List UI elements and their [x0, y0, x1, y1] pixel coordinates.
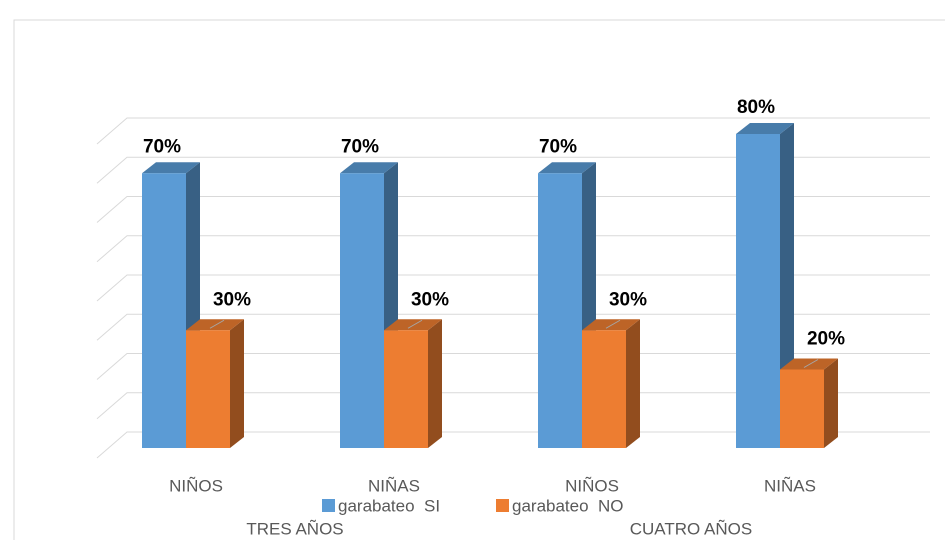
- bar-top: [186, 319, 244, 331]
- grid-line: [96, 353, 930, 380]
- grid-line: [96, 392, 930, 420]
- bar-side: [824, 358, 838, 448]
- leader-line: [605, 319, 621, 329]
- bar: [736, 134, 780, 448]
- grid-line: [96, 313, 930, 341]
- leader-line: [209, 319, 225, 329]
- grid-line: [96, 274, 930, 302]
- value-label: 70%: [539, 136, 577, 157]
- grid-line: [96, 196, 930, 223]
- value-label: 70%: [143, 136, 181, 157]
- bar-top: [384, 319, 442, 331]
- legend-swatch: [496, 499, 509, 512]
- bar: [340, 173, 384, 448]
- legend-swatch: [322, 499, 335, 512]
- value-label: 30%: [411, 289, 449, 310]
- grid-line: [96, 235, 930, 263]
- bar-side: [230, 319, 244, 448]
- value-label: 30%: [609, 289, 647, 310]
- group-label: TRES AÑOS: [246, 519, 343, 538]
- legend-label: garabateo SI: [338, 496, 440, 515]
- bar-top: [736, 123, 794, 134]
- value-label: 30%: [213, 289, 251, 310]
- bar-top: [582, 319, 640, 331]
- bar-side: [626, 319, 640, 448]
- bar-top: [142, 162, 200, 174]
- value-label: 70%: [341, 136, 379, 157]
- legend-label: garabateo NO: [512, 496, 624, 515]
- bar: [780, 369, 824, 448]
- bar-top: [340, 162, 398, 174]
- value-label: 80%: [737, 97, 775, 118]
- x-tick-label: NIÑAS: [368, 476, 420, 495]
- x-tick-label: NIÑOS: [565, 476, 619, 495]
- bar-side: [428, 319, 442, 448]
- bar: [538, 173, 582, 448]
- bar: [384, 330, 428, 448]
- bar: [582, 330, 626, 448]
- value-label: 20%: [807, 329, 845, 350]
- group-label: CUATRO AÑOS: [630, 519, 752, 538]
- bar: [142, 173, 186, 448]
- bar-top: [538, 162, 596, 174]
- leader-line: [407, 319, 423, 329]
- grid-line: [96, 117, 930, 145]
- grid-line: [96, 431, 930, 459]
- bar-top: [780, 358, 838, 370]
- x-tick-label: NIÑOS: [169, 476, 223, 495]
- bar: [186, 330, 230, 448]
- grid-line: [96, 156, 930, 184]
- leader-line: [803, 359, 819, 368]
- x-tick-label: NIÑAS: [764, 476, 816, 495]
